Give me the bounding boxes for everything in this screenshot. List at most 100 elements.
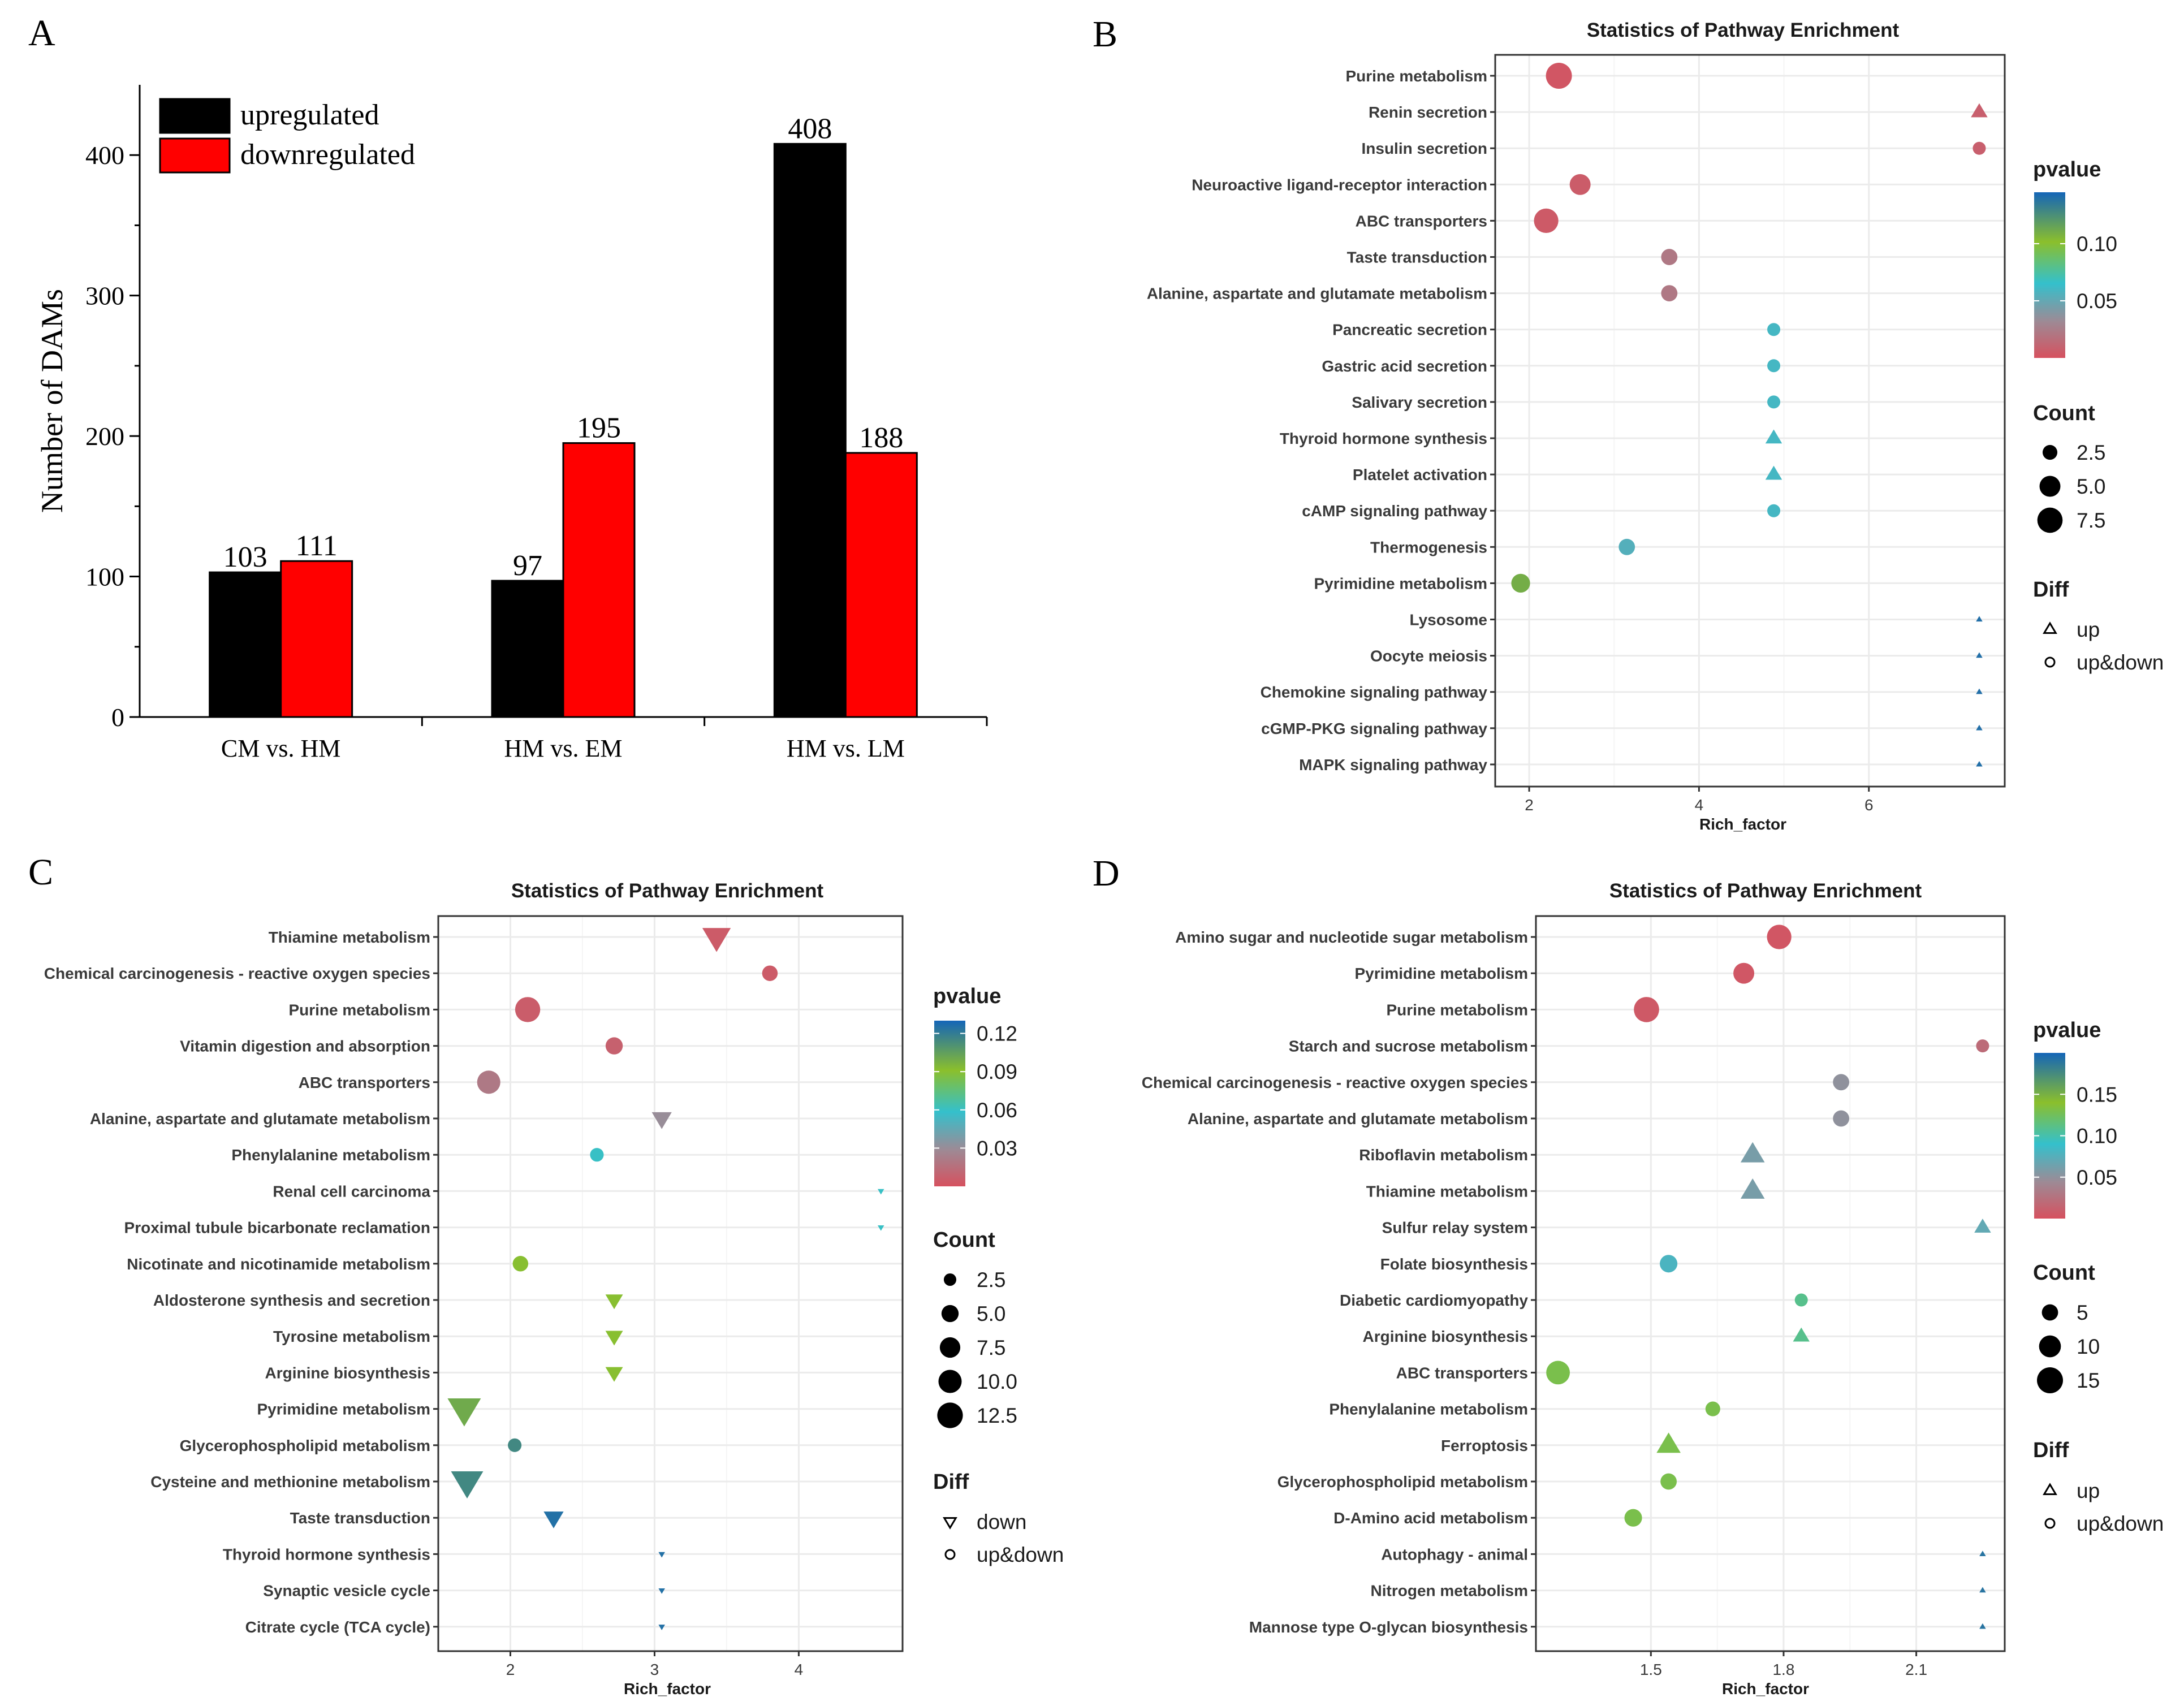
panelC-colorbar-label: 0.12: [977, 1022, 1017, 1046]
panelB-x-tick-label: 4: [1695, 796, 1704, 814]
panelD-point-sulfur-relay-system: [1974, 1219, 1991, 1233]
panelC-y-tick-label: Thyroid hormone synthesis: [223, 1545, 430, 1563]
panelC-point-taste-transduction: [543, 1511, 564, 1528]
panelD-point-amino-sugar-and-nucleotide-sugar-metabolism: [1767, 925, 1792, 949]
panel-a-bar-value-label: 195: [577, 412, 621, 444]
panelD-y-tick-label: D-Amino acid metabolism: [1333, 1509, 1528, 1527]
panelC-point-aldosterone-synthesis-and-secretion: [605, 1294, 623, 1310]
panelB-y-tick-label: Purine metabolism: [1345, 67, 1487, 85]
panelC-x-tick-label: 2: [506, 1661, 515, 1678]
panel-a-bar-upregulated: [773, 142, 847, 718]
panelC-x-tick-label: 3: [650, 1661, 659, 1678]
panelC-point-citrate-cycle-tca-cycle: [658, 1625, 665, 1630]
panelC-point-alanine-aspartate-and-glutamate-metabolism: [651, 1112, 672, 1129]
panelB-diff-legend-label-up: up: [2077, 618, 2100, 641]
panelB-point-chemokine-signaling-pathway: [1976, 688, 1983, 694]
panelD-y-tick-label: Mannose type O-glycan biosynthesis: [1249, 1618, 1528, 1636]
panelB-point-renin-secretion: [1971, 103, 1988, 118]
panelC-colorbar-label: 0.09: [977, 1060, 1017, 1083]
panelC-y-tick-label: Citrate cycle (TCA cycle): [245, 1618, 430, 1636]
panel-label-d: D: [1093, 853, 1120, 894]
panelB-diff-legend-label-up-down: up&down: [2077, 651, 2164, 674]
panelC-count-legend-key: [938, 1370, 962, 1393]
panelC-x-tick-label: 4: [795, 1661, 804, 1678]
panelD-y-tick-label: Chemical carcinogenesis - reactive oxyge…: [1142, 1074, 1528, 1091]
panelB-point-lysosome: [1976, 616, 1983, 622]
panelD-point-glycerophospholipid-metabolism: [1660, 1473, 1677, 1490]
panelB-point-oocyte-meiosis: [1976, 652, 1983, 658]
panelC-diff-legend-key-down: [943, 1517, 957, 1530]
panelB-point-thermogenesis: [1618, 538, 1635, 555]
panelC-point-abc-transporters: [477, 1070, 500, 1094]
panelC-colorbar-label: 0.06: [977, 1099, 1017, 1122]
panelC-diff-legend-label-up-down: up&down: [977, 1543, 1064, 1566]
panel-d-diff-legend-title: Diff: [2033, 1439, 2069, 1462]
panelD-count-legend-label: 5: [2077, 1301, 2088, 1324]
panelD-y-tick-label: Nitrogen metabolism: [1371, 1582, 1528, 1600]
panel-d-x-axis-label: Rich_factor: [1722, 1680, 1809, 1698]
panelC-y-tick-label: Vitamin digestion and absorption: [180, 1038, 430, 1055]
panelC-point-proximal-tubule-bicarbonate-reclamation: [877, 1225, 884, 1231]
panelD-count-legend-label: 15: [2077, 1369, 2100, 1392]
panelB-y-tick-label: Renin secretion: [1369, 103, 1487, 121]
panelC-y-tick-label: Alanine, aspartate and glutamate metabol…: [90, 1110, 430, 1128]
panelC-plot-border: [437, 915, 904, 1652]
panelC-y-tick-label: Cysteine and methionine metabolism: [150, 1473, 430, 1491]
panelD-point-diabetic-cardiomyopathy: [1794, 1293, 1808, 1307]
panelD-point-thiamine-metabolism: [1740, 1178, 1765, 1199]
panelC-y-tick-label: Renal cell carcinoma: [273, 1182, 430, 1200]
panelC-count-legend-key: [941, 1305, 959, 1323]
panel-a-bar-upregulated: [209, 571, 282, 718]
panel-d-pvalue-legend-title: pvalue: [2033, 1018, 2101, 1042]
panelB-point-insulin-secretion: [1972, 141, 1986, 155]
panelD-y-tick-label: Sulfur relay system: [1382, 1219, 1528, 1237]
panelC-point-tyrosine-metabolism: [605, 1331, 623, 1346]
panelB-point-taste-transduction: [1661, 249, 1678, 265]
panelD-point-autophagy-animal: [1979, 1550, 1986, 1557]
panelD-point-nitrogen-metabolism: [1979, 1587, 1986, 1593]
panel-a-y-tick-label: 400: [85, 141, 124, 170]
panelC-pvalue-colorbar: [934, 1021, 965, 1186]
panelD-y-tick-label: Glycerophospholipid metabolism: [1277, 1473, 1528, 1491]
panelC-point-nicotinate-and-nicotinamide-metabolism: [512, 1256, 529, 1272]
panelB-y-tick-label: cAMP signaling pathway: [1302, 502, 1487, 520]
panelD-y-tick-label: Alanine, aspartate and glutamate metabol…: [1188, 1110, 1528, 1128]
panelD-x-tick-label: 1.8: [1772, 1661, 1794, 1678]
panelB-pvalue-colorbar: [2034, 192, 2065, 358]
panelC-colorbar-label: 0.03: [977, 1137, 1017, 1160]
panel-a-legend-swatch-downregulated: [159, 137, 231, 174]
panel-label-b: B: [1093, 14, 1117, 55]
panelC-point-purine-metabolism: [515, 997, 541, 1022]
panelB-y-tick-label: Alanine, aspartate and glutamate metabol…: [1147, 285, 1487, 303]
panelB-x-tick-label: 2: [1525, 796, 1534, 814]
panelC-count-legend-label: 10.0: [977, 1370, 1017, 1393]
panelC-y-tick-label: Glycerophospholipid metabolism: [180, 1437, 430, 1454]
panel-a-bar-value-label: 97: [513, 550, 542, 582]
panelC-count-legend-label: 7.5: [977, 1336, 1005, 1359]
panelB-plot-border: [1494, 54, 2006, 788]
panelB-point-cgmp-pkg-signaling-pathway: [1976, 724, 1983, 731]
panelB-y-tick-label: Salivary secretion: [1352, 394, 1487, 411]
panelC-point-thiamine-metabolism: [702, 928, 731, 952]
panelC-point-renal-cell-carcinoma: [877, 1189, 884, 1195]
panelD-y-tick-label: Phenylalanine metabolism: [1329, 1401, 1528, 1418]
panelC-count-legend-label: 12.5: [977, 1404, 1017, 1427]
panelC-point-thyroid-hormone-synthesis: [658, 1552, 665, 1558]
panelB-point-salivary-secretion: [1767, 395, 1781, 409]
panelC-count-legend-label: 5.0: [977, 1302, 1005, 1325]
panelC-point-cysteine-and-methionine-metabolism: [451, 1471, 484, 1498]
panelC-y-tick-label: Thiamine metabolism: [269, 928, 430, 946]
panelD-point-d-amino-acid-metabolism: [1624, 1509, 1642, 1527]
panelB-point-pancreatic-secretion: [1767, 323, 1781, 336]
panelD-count-legend-label: 10: [2077, 1335, 2100, 1358]
panelD-count-legend-key: [2037, 1367, 2063, 1393]
panelD-y-tick-label: Ferroptosis: [1441, 1437, 1528, 1454]
panelC-y-tick-label: Aldosterone synthesis and secretion: [153, 1292, 430, 1309]
panelB-colorbar-label: 0.10: [2077, 232, 2117, 256]
panelB-x-tick-label: 6: [1864, 796, 1874, 814]
panelB-point-alanine-aspartate-and-glutamate-metabolism: [1661, 285, 1678, 301]
panelC-count-legend-label: 2.5: [977, 1268, 1005, 1292]
panelC-count-legend-key: [937, 1402, 963, 1428]
panelB-y-tick-label: Platelet activation: [1353, 466, 1487, 483]
panelB-y-tick-label: MAPK signaling pathway: [1299, 756, 1487, 774]
